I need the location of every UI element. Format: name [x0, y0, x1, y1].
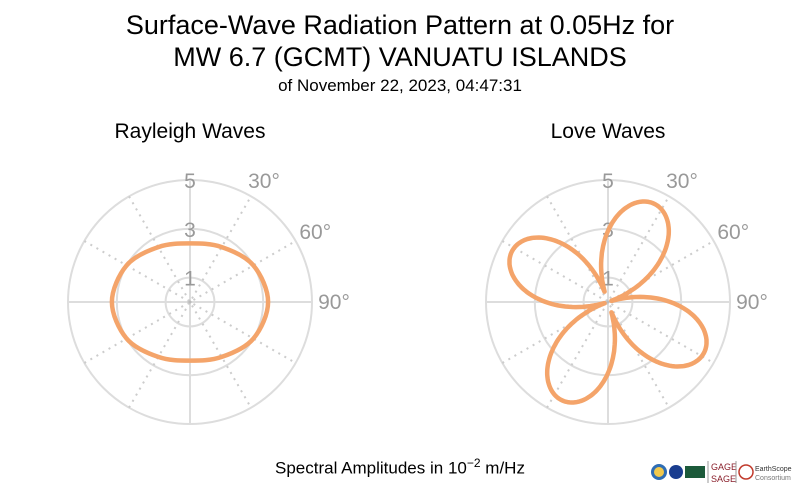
- rayleigh-radial-tick-5: 5: [184, 170, 196, 193]
- sponsor-logos: GAGE SAGE EarthScope Consortium: [650, 458, 796, 486]
- nsf-logo-center-icon: [654, 467, 664, 477]
- rayleigh-spoke-30: [128, 195, 252, 409]
- love-radial-tick-5: 5: [602, 170, 614, 193]
- logo-strip: GAGE SAGE EarthScope Consortium: [651, 461, 792, 484]
- rayleigh-radial-tick-3: 3: [184, 219, 196, 242]
- love-spoke-150: [546, 195, 670, 409]
- caption-prefix: Spectral Amplitudes in: [275, 458, 444, 478]
- caption-base: 10: [447, 458, 467, 478]
- love-radial-tick-1: 1: [602, 268, 614, 291]
- chart-title-line-2: MW 6.7 (GCMT) VANUATU ISLANDS: [173, 42, 627, 72]
- love-pattern-line: [507, 199, 709, 405]
- love-angle-tick-30: 30°: [666, 170, 698, 193]
- earthscope-logo-icon: [738, 464, 754, 480]
- usgs-logo-icon: [685, 466, 705, 478]
- rayleigh-spoke-150: [128, 195, 252, 409]
- rayleigh-angle-tick-90: 90°: [318, 291, 350, 314]
- love-spoke-60: [501, 240, 715, 364]
- love-center-dot: [606, 300, 610, 304]
- consortium-logo-text: Consortium: [755, 475, 791, 482]
- love-panel-title: Love Waves: [550, 120, 666, 143]
- rayleigh-panel-title: Rayleigh Waves: [114, 120, 266, 143]
- rayleigh-angle-tick-30: 30°: [248, 170, 280, 193]
- caption-exponent: −2: [466, 456, 481, 470]
- rayleigh-angle-tick-60: 60°: [299, 221, 331, 244]
- caption-unit: m/Hz: [485, 458, 525, 478]
- nasa-logo-icon: [669, 465, 683, 479]
- earthscope-logo-text: EarthScope: [755, 466, 792, 473]
- love-spoke-120: [501, 240, 715, 364]
- chart-title-line-1: Surface-Wave Radiation Pattern at 0.05Hz…: [125, 10, 675, 40]
- love-angle-tick-60: 60°: [717, 221, 749, 244]
- sage-logo-text: SAGE: [711, 474, 736, 484]
- love-spoke-30: [546, 195, 670, 409]
- rayleigh-spoke-120: [83, 240, 297, 364]
- amplitude-units-caption: Spectral Amplitudes in 10−2 m/Hz: [0, 456, 800, 479]
- gage-logo-text: GAGE: [711, 462, 737, 472]
- love-angle-tick-90: 90°: [736, 291, 768, 314]
- rayleigh-spoke-60: [83, 240, 297, 364]
- rayleigh-pattern-line: [109, 241, 271, 363]
- rayleigh-center-dot: [188, 300, 192, 304]
- chart-subtitle: of November 22, 2023, 04:47:31: [278, 76, 522, 95]
- rayleigh-radial-tick-1: 1: [184, 268, 196, 291]
